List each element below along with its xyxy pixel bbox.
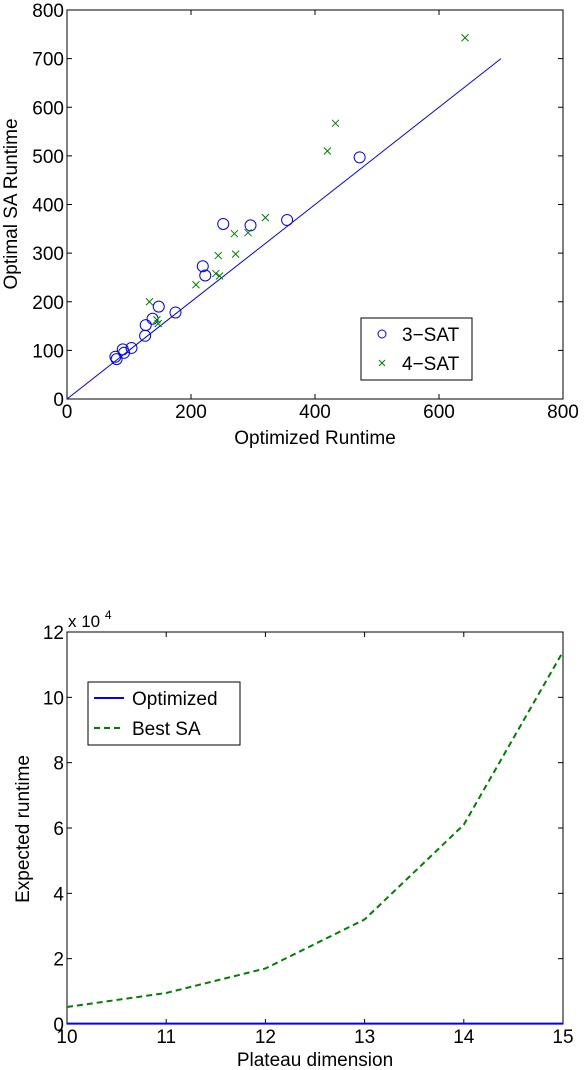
legend-box: [360, 317, 473, 381]
x-tick-label: 12: [255, 1027, 276, 1048]
y-tick-label: 600: [32, 98, 64, 119]
x-axis-label: Optimized Runtime: [234, 428, 396, 449]
scatter-marks: [109, 33, 469, 366]
point-3sat: [125, 341, 138, 354]
point-4sat: [211, 269, 220, 278]
y-tick-label: 2: [53, 950, 64, 971]
y-axis-label: Optimal SA Runtime: [1, 118, 22, 289]
y-tick-label: 300: [32, 244, 64, 265]
point-4sat: [461, 33, 469, 42]
y-tick-label: 10: [43, 688, 64, 709]
legend: Optimized Best SA: [87, 681, 241, 746]
tick-labels: 10 11 12 13 14 15 0 2 4 6 8 10 12: [43, 623, 574, 1048]
point-4sat: [331, 119, 340, 128]
legend-marker-3sat: [377, 329, 387, 339]
legend-box: [87, 681, 241, 746]
point-3sat: [110, 353, 123, 366]
reference-line-group: [66, 58, 502, 400]
point-3sat: [199, 269, 212, 282]
y-tick-label: 400: [32, 196, 64, 217]
x-tick-label: 800: [547, 402, 579, 423]
y-multiplier-base: x 10: [68, 612, 100, 631]
y-tick-label: 200: [32, 293, 64, 314]
point-4sat: [323, 147, 332, 155]
x-tick-label: 0: [62, 402, 73, 423]
y-multiplier-exponent: 4: [105, 608, 112, 622]
point-3sat: [217, 217, 230, 230]
point-3sat: [152, 300, 165, 313]
x-tick-label: 200: [175, 402, 207, 423]
point-4sat: [230, 229, 239, 238]
point-4sat: [244, 228, 252, 237]
legend-label-optimized: Optimized: [132, 689, 218, 710]
legend-label-best-sa: Best SA: [132, 719, 201, 740]
point-3sat: [118, 346, 131, 359]
y-tick-label: 700: [32, 50, 64, 71]
y-tick-label: 8: [53, 754, 64, 775]
x-tick-label: 600: [423, 402, 455, 423]
x-tick-label: 400: [299, 402, 331, 423]
point-4sat: [154, 319, 162, 328]
point-3sat: [353, 151, 366, 164]
point-3sat: [281, 214, 294, 227]
point-3sat: [139, 329, 152, 342]
reference-line: [66, 58, 502, 400]
y-tick-label: 100: [32, 341, 64, 362]
point-4sat: [231, 250, 240, 258]
x-tick-label: 14: [453, 1027, 475, 1048]
x-tick-label: 15: [552, 1027, 573, 1048]
y-tick-label: 4: [53, 884, 64, 905]
series-line-best-sa: [66, 651, 564, 1009]
point-4sat: [214, 251, 223, 260]
point-3sat: [244, 219, 257, 232]
point-3sat: [196, 260, 209, 273]
y-tick-label: 0: [53, 1015, 64, 1036]
point-3sat: [139, 319, 152, 332]
point-4sat: [261, 213, 270, 222]
legend-label-4sat: 4−SAT: [402, 354, 460, 375]
point-4sat: [215, 272, 224, 280]
series-lines: [66, 651, 564, 1025]
x-tick-label: 13: [354, 1027, 375, 1048]
y-tick-label: 500: [32, 147, 64, 168]
legend-marker-4sat: [378, 359, 386, 367]
y-tick-label: 0: [53, 390, 64, 411]
point-4sat: [192, 280, 200, 289]
line-chart: 10 11 12 13 14 15 0 2 4 6 8 10 12 x 10 4 Plateau dim…: [13, 608, 574, 1070]
legend: 3−SAT 4−SAT: [360, 317, 473, 381]
x-tick-label: 10: [56, 1027, 77, 1048]
point-4sat: [145, 297, 154, 306]
axis-ticks: [66, 9, 564, 400]
scatter-chart: 0 200 400 600 800 0 100 200 300 400 500 600 700 800 O…: [1, 1, 579, 449]
point-3sat: [169, 306, 182, 319]
y-multiplier-label: x 10 4: [68, 608, 112, 631]
y-tick-label: 12: [43, 623, 64, 644]
x-axis-label: Plateau dimension: [237, 1050, 393, 1070]
tick-labels: 0 200 400 600 800 0 100 200 300 400 500 600 700 800: [32, 1, 579, 423]
x-tick-label: 11: [156, 1027, 176, 1048]
y-axis-label: Expected runtime: [13, 755, 34, 903]
y-tick-label: 800: [32, 1, 64, 22]
legend-label-3sat: 3−SAT: [402, 325, 460, 346]
y-tick-label: 6: [53, 819, 64, 840]
